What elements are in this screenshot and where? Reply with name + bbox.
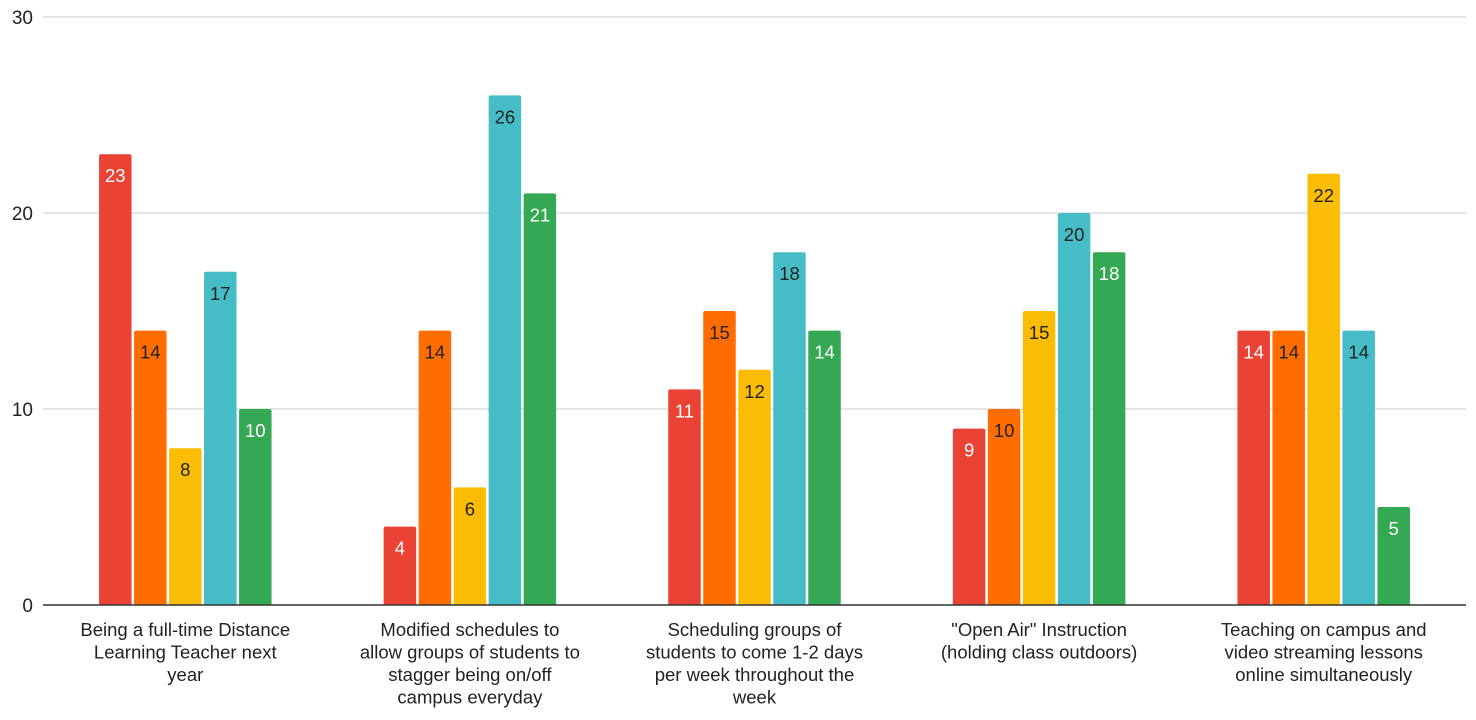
bar bbox=[1022, 311, 1056, 605]
bar-value-label: 21 bbox=[530, 204, 551, 225]
bar bbox=[1057, 213, 1091, 605]
x-tick-label-line: year bbox=[167, 664, 203, 685]
bar-value-label: 8 bbox=[180, 459, 190, 480]
bar-value-label: 14 bbox=[1243, 342, 1264, 363]
bar-value-label: 18 bbox=[1099, 263, 1120, 284]
bar-value-label: 18 bbox=[779, 263, 800, 284]
x-tick-label: Being a full-time Distance Learning Teach… bbox=[80, 619, 290, 685]
bar-value-label: 10 bbox=[994, 420, 1015, 441]
bar bbox=[773, 252, 806, 605]
bar bbox=[703, 311, 736, 605]
x-tick-label-line: allow groups of students to bbox=[360, 642, 580, 663]
x-tick-label: "Open Air" Instruction (holding class out… bbox=[941, 619, 1137, 663]
x-tick-label-line: Being a full-time Distance bbox=[80, 619, 290, 640]
bar-value-label: 20 bbox=[1064, 224, 1085, 245]
bar-value-label: 15 bbox=[1029, 322, 1050, 343]
bar bbox=[169, 448, 202, 605]
bar-value-label: 14 bbox=[814, 342, 835, 363]
x-tick-label-line: (holding class outdoors) bbox=[941, 642, 1137, 663]
bar bbox=[134, 330, 167, 605]
x-tick-label-line: Modified schedules to bbox=[380, 619, 559, 640]
bar bbox=[738, 369, 771, 605]
bar bbox=[523, 193, 557, 605]
bar-value-label: 23 bbox=[105, 165, 126, 186]
bar-value-label: 14 bbox=[425, 342, 446, 363]
bar bbox=[1377, 507, 1410, 605]
bar-value-label: 11 bbox=[675, 400, 694, 421]
x-tick-label-line: per week throughout the bbox=[655, 664, 855, 685]
bar-value-label: 12 bbox=[744, 381, 765, 402]
x-tick-label-line: campus everyday bbox=[397, 687, 543, 708]
bar-value-label: 4 bbox=[395, 538, 405, 559]
bar bbox=[204, 271, 237, 605]
x-tick-label-line: video streaming lessons bbox=[1224, 642, 1422, 663]
bar-value-label: 15 bbox=[709, 322, 730, 343]
bar-value-label: 22 bbox=[1313, 185, 1334, 206]
bar bbox=[453, 487, 487, 605]
bar-value-label: 14 bbox=[140, 342, 161, 363]
x-tick-label-line: online simultaneously bbox=[1235, 664, 1413, 685]
bar-value-label: 17 bbox=[210, 283, 231, 304]
bar bbox=[668, 389, 701, 605]
bar-value-label: 10 bbox=[245, 420, 266, 441]
bar bbox=[488, 95, 522, 606]
bar-value-label: 5 bbox=[1389, 518, 1399, 539]
axes: 0 10 20 30 Being a full-time Distance Learnin… bbox=[12, 8, 1466, 708]
bar-value-label: 9 bbox=[964, 440, 974, 461]
bar-value-label: 26 bbox=[495, 106, 516, 127]
bar-value-label: 6 bbox=[465, 498, 475, 519]
y-tick-label: 0 bbox=[22, 596, 33, 617]
bar-value-label: 14 bbox=[1278, 342, 1299, 363]
bar bbox=[808, 330, 841, 605]
bar bbox=[1307, 173, 1340, 606]
bar bbox=[1272, 330, 1305, 605]
bars bbox=[99, 95, 1410, 606]
bar bbox=[987, 409, 1021, 605]
bar bbox=[1092, 252, 1126, 605]
bar bbox=[99, 154, 132, 605]
x-tick-label-line: Scheduling groups of bbox=[668, 619, 843, 640]
y-tick-label: 10 bbox=[12, 400, 33, 421]
x-tick-label: Teaching on campus and video streaming le… bbox=[1221, 619, 1427, 685]
x-tick-label-line: Learning Teacher next bbox=[94, 642, 277, 663]
x-tick-label: Scheduling groups of students to come 1-2… bbox=[646, 619, 863, 708]
x-tick-label-line: Teaching on campus and bbox=[1221, 619, 1427, 640]
x-tick-label-line: week bbox=[732, 687, 777, 708]
x-tick-label-line: students to come 1-2 days bbox=[646, 642, 863, 663]
bar bbox=[952, 428, 986, 605]
bar bbox=[418, 330, 452, 605]
x-tick-label-line: stagger being on/off bbox=[388, 664, 552, 685]
bar bbox=[1237, 330, 1270, 605]
bar-value-labels: 23 14 8 17 10 4 14 6 26 21 11 15 12 18 14 9 10 15 20 18 14 14… bbox=[105, 106, 1399, 558]
x-tick-label-line: "Open Air" Instruction bbox=[951, 619, 1127, 640]
bar bbox=[1342, 330, 1375, 605]
x-tick-label: Modified schedules to allow groups of stu… bbox=[360, 619, 580, 708]
y-tick-label: 20 bbox=[12, 204, 33, 225]
bar-value-label: 14 bbox=[1348, 342, 1369, 363]
bar bbox=[239, 409, 272, 605]
bar bbox=[383, 526, 417, 605]
y-tick-label: 30 bbox=[12, 8, 33, 29]
